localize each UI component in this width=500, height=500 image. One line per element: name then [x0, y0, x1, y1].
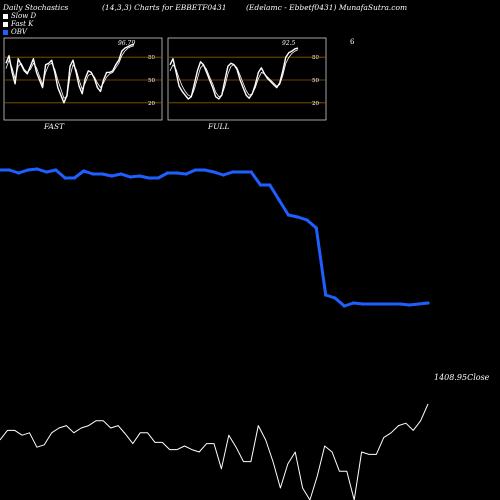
obv-point [54, 168, 58, 172]
obv-point [138, 174, 142, 178]
chart-title: (14,3,3) Charts for EBBETF0431 [102, 3, 227, 12]
obv-point [203, 168, 207, 172]
obv-point [296, 215, 300, 219]
legend-item-obv: OBV [3, 28, 36, 36]
obv-point [44, 170, 49, 174]
obv-point [286, 213, 290, 217]
obv-point [258, 183, 263, 187]
fast-series-slow-d [5, 45, 135, 99]
obv-point [17, 171, 21, 175]
obv-point [370, 302, 374, 306]
obv-point [72, 176, 76, 180]
obv-point [35, 167, 39, 171]
obv-point [184, 172, 188, 176]
legend-swatch [3, 29, 8, 35]
obv-point [82, 169, 86, 173]
obv-point [165, 171, 170, 175]
fast-series-fast-k [5, 43, 135, 104]
obv-point [119, 172, 123, 176]
full-panel-label: FULL [207, 122, 230, 131]
full-tick-label: 20 [312, 101, 319, 107]
site-credit: (Edelamc - Ebbetf0431) MunafaSutra.com [246, 3, 408, 12]
obv-point [221, 173, 225, 177]
full-series-slow-d [169, 49, 299, 98]
full-series-fast-k [169, 47, 299, 100]
obv-point [26, 168, 30, 172]
legend-item-fast-k: Fast K [3, 20, 36, 28]
legend: Slow D Fast K OBV [3, 12, 36, 36]
full-tick-label: 80 [312, 55, 319, 61]
full-panel-frame [167, 37, 327, 121]
scale-marker: 6 [350, 38, 355, 46]
obv-point [398, 302, 402, 306]
obv-point [110, 174, 114, 178]
obv-point [426, 301, 430, 305]
obv-point [314, 226, 318, 230]
obv-point [305, 218, 309, 222]
legend-label: Slow D [11, 12, 37, 20]
obv-point [193, 168, 197, 172]
obv-point [342, 304, 346, 308]
obv-point [249, 170, 253, 174]
legend-label: Fast K [11, 20, 34, 28]
full-end-value: 92.5 [282, 40, 296, 47]
obv-point [417, 302, 421, 306]
obv-point [379, 302, 384, 306]
fast-panel-label: FAST [43, 122, 65, 131]
obv-point [361, 302, 365, 306]
legend-swatch [3, 21, 8, 27]
obv-point [91, 172, 95, 176]
obv-point [352, 301, 356, 305]
obv-point [0, 168, 2, 172]
obv-point [175, 171, 179, 175]
obv-point [268, 183, 272, 187]
close-value-label: 1408.95Close [434, 373, 490, 382]
obv-point [128, 175, 132, 179]
obv-point [324, 293, 328, 297]
obv-point [333, 296, 337, 300]
fast-tick-label: 50 [148, 78, 155, 84]
obv-point [389, 302, 393, 306]
obv-line [0, 167, 429, 308]
chart-subtitle: Daily Stochastics [3, 3, 69, 12]
obv-point [100, 172, 104, 176]
legend-label: OBV [11, 28, 27, 36]
full-tick-label: 50 [312, 78, 319, 84]
fast-panel-frame [3, 37, 163, 121]
legend-swatch [3, 13, 8, 19]
legend-item-slow-d: Slow D [3, 12, 36, 20]
fast-tick-label: 80 [148, 55, 155, 61]
fast-end-value: 96.79 [118, 40, 135, 47]
obv-point [7, 168, 11, 172]
fast-tick-label: 20 [148, 101, 155, 107]
obv-point [63, 176, 67, 180]
obv-point [240, 170, 244, 174]
obv-point [277, 198, 281, 202]
obv-point [147, 176, 151, 180]
obv-point [212, 170, 216, 174]
obv-point [156, 176, 160, 180]
obv-point [407, 303, 411, 307]
price-line [0, 403, 429, 500]
obv-point [231, 170, 235, 174]
